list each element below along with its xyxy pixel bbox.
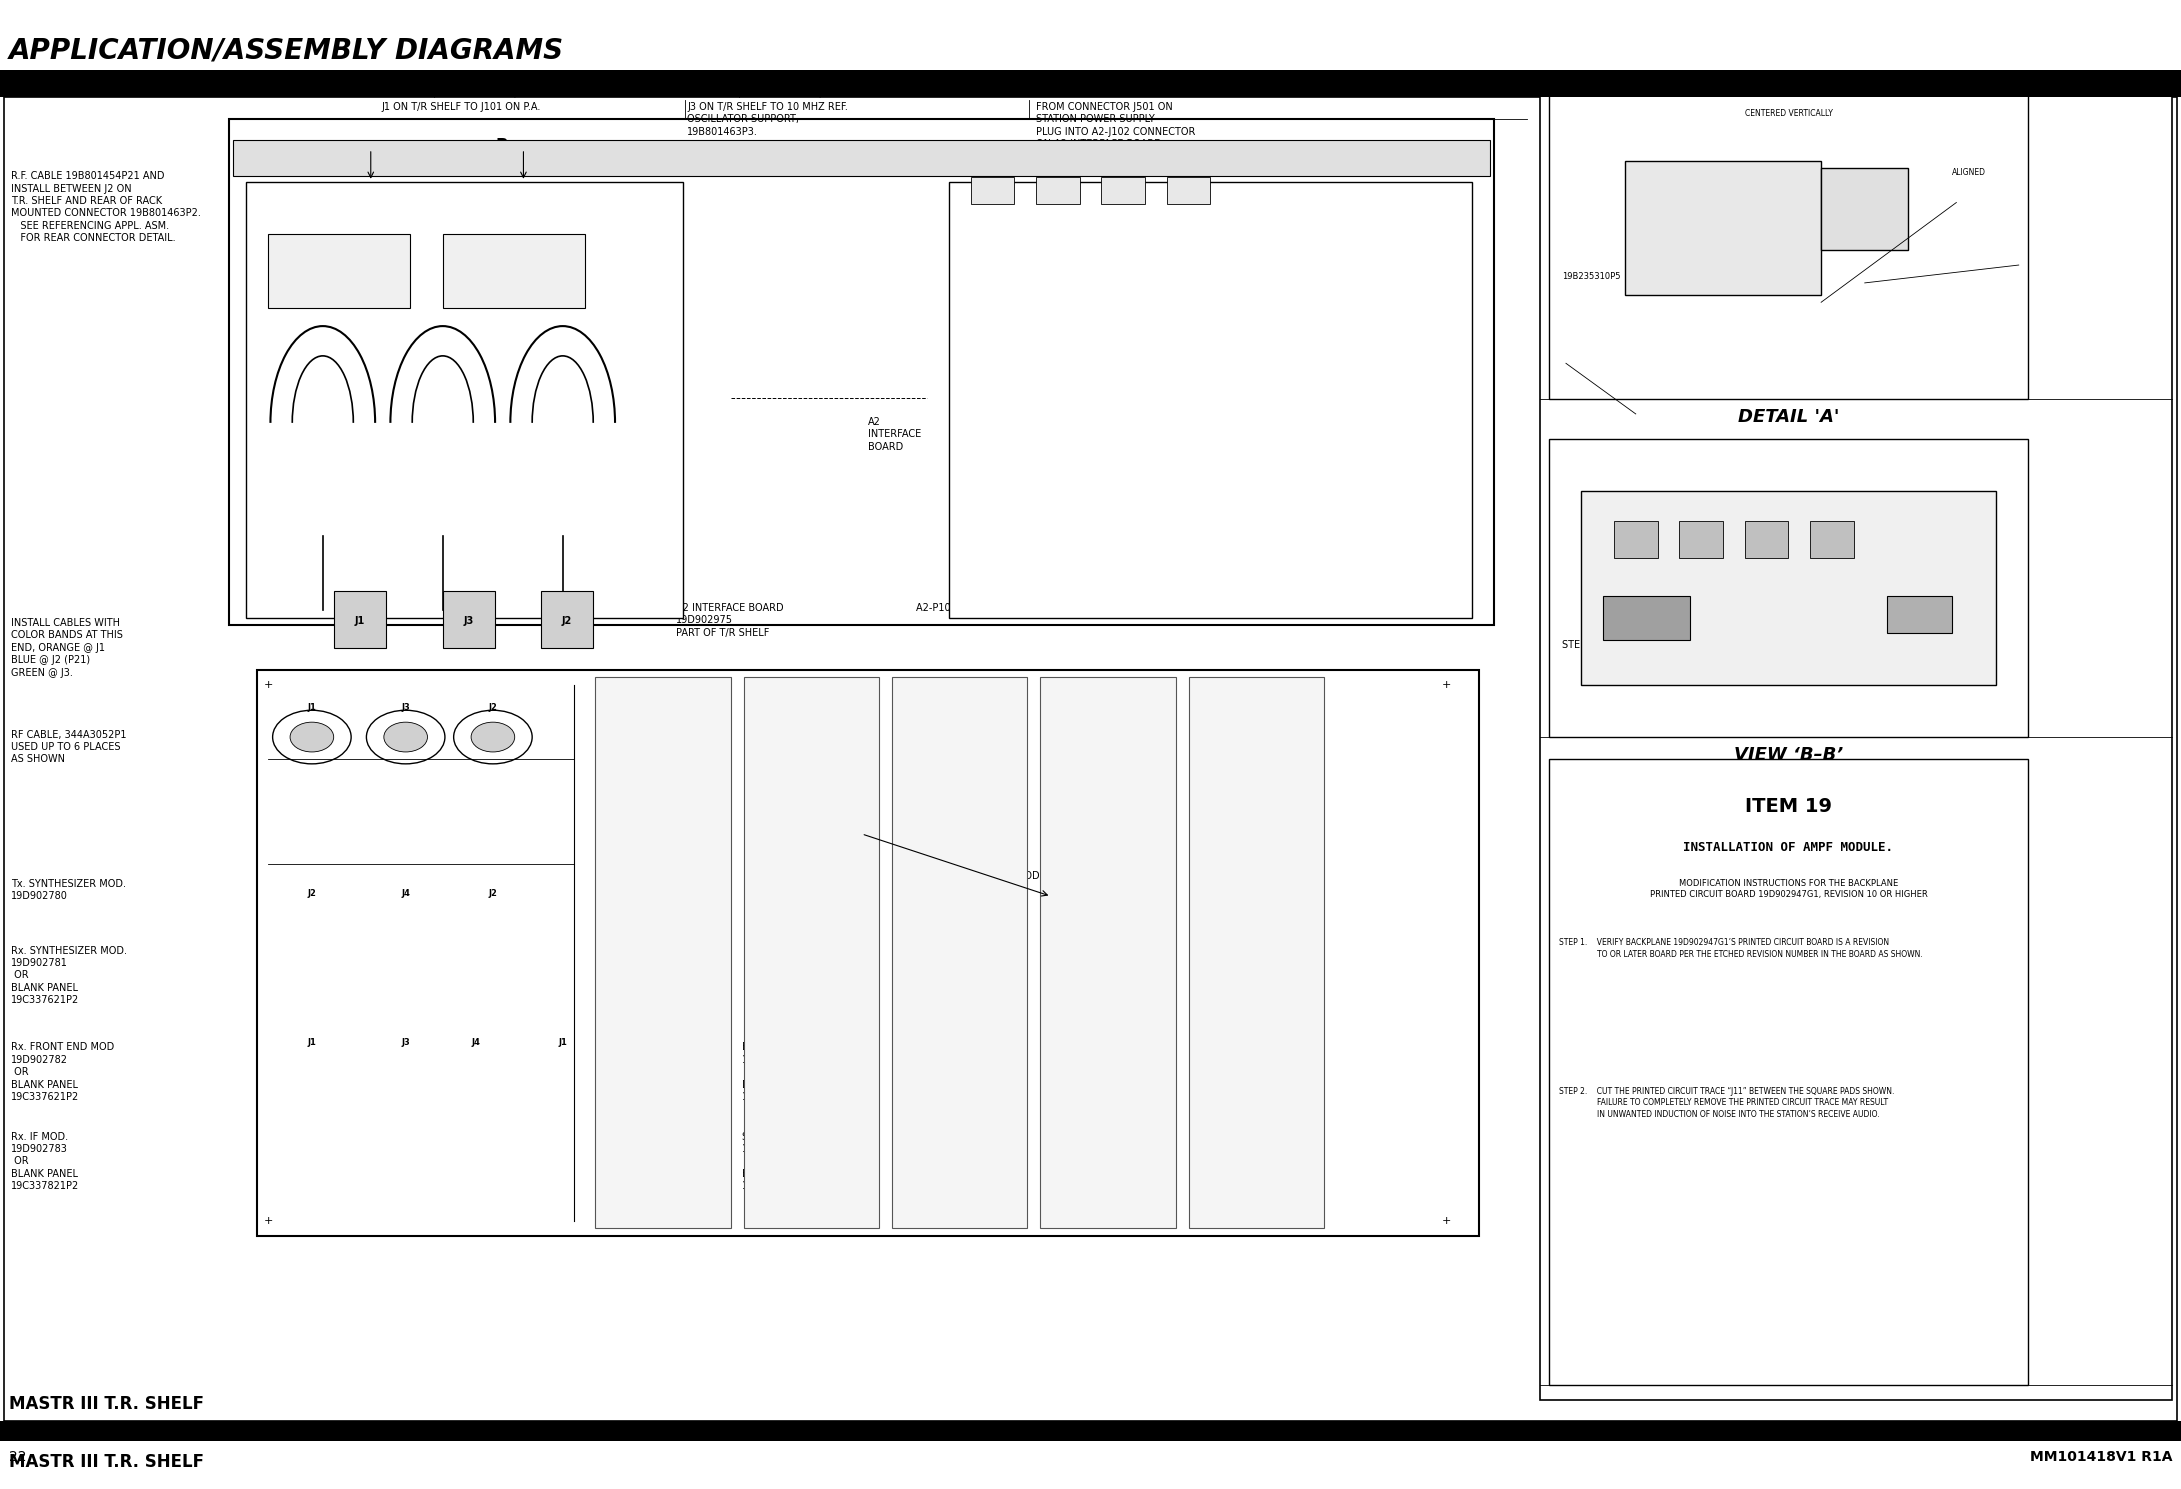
Text: SEE DETAIL 'A': SEE DETAIL 'A' [774, 834, 875, 847]
Text: A2-J101, A2-TB101 & A2-J109
TELEPHONE CONNECTIONS: A2-J101, A2-TB101 & A2-J109 TELEPHONE CO… [1036, 220, 1180, 243]
Text: STEP 1.: STEP 1. [1937, 588, 1974, 599]
Text: R.F. CABLE, 19B801454P16, FROM
J1 ON T/R SHELF TO J101 ON P.A.: R.F. CABLE, 19B801454P16, FROM J1 ON T/R… [382, 89, 547, 112]
Text: J4: J4 [401, 889, 410, 898]
Bar [257, 670, 1479, 1236]
Bar [1614, 521, 1658, 558]
Bar [1821, 168, 1908, 250]
Bar [233, 140, 1490, 176]
Text: MASTR III T.R. SHELF: MASTR III T.R. SHELF [9, 1453, 203, 1471]
Circle shape [454, 710, 532, 764]
Bar [0, 1421, 2181, 1441]
Bar [1549, 439, 2028, 737]
Text: Tx. SYNTHESIZER MOD.
19D902780: Tx. SYNTHESIZER MOD. 19D902780 [11, 879, 126, 901]
Bar [1679, 521, 1723, 558]
Bar [443, 234, 585, 308]
Bar [1745, 521, 1788, 558]
Text: VIEW ‘B–B’: VIEW ‘B–B’ [1734, 746, 1843, 764]
Bar [1625, 161, 1821, 295]
Text: A2 INTERFACE BOARD
19D902975
PART OF T/R SHELF: A2 INTERFACE BOARD 19D902975 PART OF T/R… [676, 603, 783, 637]
Text: ALIGNED: ALIGNED [1952, 168, 1987, 177]
Text: A2-P103, CONTROL CABLE
19B801739P1 TO P.A.
CONNECTOR J201: A2-P103, CONTROL CABLE 19B801739P1 TO P.… [1036, 462, 1165, 496]
Text: DETAIL 'A': DETAIL 'A' [1738, 408, 1839, 426]
Text: R.F. CABLE, 19B801454P47, FROM
J3 ON T/R SHELF TO 10 MHZ REF.
OSCILLATOR SUPPORT: R.F. CABLE, 19B801454P47, FROM J3 ON T/R… [687, 89, 853, 137]
Bar [541, 591, 593, 648]
Bar [1540, 86, 2172, 1400]
Text: R.F. CABLE 19B801454P21 AND
INSTALL BETWEEN J2 ON
T.R. SHELF AND REAR OF RACK
MO: R.F. CABLE 19B801454P21 AND INSTALL BETW… [11, 171, 201, 243]
Circle shape [384, 722, 427, 752]
Circle shape [290, 722, 334, 752]
Text: STEP 1.    VERIFY BACKPLANE 19D902947G1’S PRINTED CIRCUIT BOARD IS A REVISION
  : STEP 1. VERIFY BACKPLANE 19D902947G1’S P… [1559, 938, 1924, 959]
Text: +: + [1442, 1217, 1450, 1225]
Bar [1036, 177, 1080, 204]
Text: INSTALL CABLES WITH
COLOR BANDS AT THIS
END, ORANGE @ J1
BLUE @ J2 (P21)
GREEN @: INSTALL CABLES WITH COLOR BANDS AT THIS … [11, 618, 122, 677]
Text: 22: 22 [9, 1450, 26, 1464]
Bar [1581, 491, 1996, 685]
Text: APPLICATION/ASSEMBLY DIAGRAMS: APPLICATION/ASSEMBLY DIAGRAMS [9, 36, 565, 64]
Text: J1: J1 [308, 703, 316, 712]
Bar [268, 234, 410, 308]
Text: J4: J4 [471, 1038, 480, 1047]
Text: CENTERED VERTICALLY: CENTERED VERTICALLY [1745, 109, 1832, 118]
Text: 19B235310P5: 19B235310P5 [1562, 272, 1620, 281]
Text: MASTR III T.R. SHELF: MASTR III T.R. SHELF [9, 1395, 203, 1413]
Text: Rx. IF MOD.
19D902783
 OR
BLANK PANEL
19C337821P2: Rx. IF MOD. 19D902783 OR BLANK PANEL 19C… [11, 1132, 79, 1191]
Text: Rx. SYNTHESIZER MOD.
19D902781
 OR
BLANK PANEL
19C337621P2: Rx. SYNTHESIZER MOD. 19D902781 OR BLANK … [11, 946, 126, 1005]
Text: STEP 2.: STEP 2. [1562, 640, 1599, 651]
Text: J3: J3 [401, 703, 410, 712]
Text: BLANK PANEL
19C337621P1
 OR
AMPF MOD.
KRD 101 56/1: BLANK PANEL 19C337621P1 OR AMPF MOD. KRD… [938, 983, 1005, 1042]
Text: J1: J1 [558, 1038, 567, 1047]
Text: BLANK PANEL
19C337621P1: BLANK PANEL 19C337621P1 [938, 931, 1005, 953]
Bar [744, 677, 879, 1228]
Text: J2: J2 [308, 889, 316, 898]
Text: J1: J1 [308, 1038, 316, 1047]
Text: J3: J3 [465, 616, 473, 625]
Bar [1040, 677, 1176, 1228]
Bar [1810, 521, 1854, 558]
Text: ALTERNATE NAMEPLATE MOUNTING
IF NO CABINET: ALTERNATE NAMEPLATE MOUNTING IF NO CABIN… [1714, 441, 1863, 460]
Text: A2-P109, P.A. FAN: A2-P109, P.A. FAN [916, 603, 1001, 613]
Bar [246, 182, 683, 618]
Text: +: + [1442, 680, 1450, 689]
Bar [1101, 177, 1145, 204]
Bar [0, 70, 2181, 97]
Text: ITEM 19: ITEM 19 [1745, 797, 1832, 816]
Bar [334, 591, 386, 648]
Bar [1549, 759, 2028, 1385]
Text: BLANK PANEL
19C337621P1
 OR
DATA MOD
19D904558: BLANK PANEL 19C337621P1 OR DATA MOD 19D9… [742, 1042, 809, 1102]
Text: J2: J2 [489, 703, 497, 712]
Text: COVER 190902721P11
REQUIRES THREAD FORMING
SCREW 19A702381P508
4 PLACES: COVER 190902721P11 REQUIRES THREAD FORMI… [1036, 328, 1180, 375]
Bar [4, 97, 2177, 1421]
Bar [595, 677, 731, 1228]
Bar [949, 182, 1472, 618]
Text: J2: J2 [489, 889, 497, 898]
Text: B: B [495, 137, 508, 155]
Text: J3: J3 [401, 1038, 410, 1047]
Text: STEP 2.    CUT THE PRINTED CIRCUIT TRACE “J11” BETWEEN THE SQUARE PADS SHOWN.
  : STEP 2. CUT THE PRINTED CIRCUIT TRACE “J… [1559, 1087, 1895, 1118]
Circle shape [471, 722, 515, 752]
Bar [229, 119, 1494, 625]
Bar [892, 677, 1027, 1228]
Bar [443, 591, 495, 648]
Bar [1167, 177, 1210, 204]
Text: SYSTEM MOD.
19D902590
 OR
BLANK PANEL
19C337621P1: SYSTEM MOD. 19D902590 OR BLANK PANEL 19C… [742, 1132, 809, 1191]
Text: POWER CABLE 19B235871P1
FROM CONNECTOR J501 ON
STATION POWER SUPPLY
PLUG INTO A2: POWER CABLE 19B235871P1 FROM CONNECTOR J… [1036, 89, 1195, 149]
Text: A2
INTERFACE
BOARD: A2 INTERFACE BOARD [868, 417, 920, 451]
Text: MM101418V1 R1A: MM101418V1 R1A [2031, 1450, 2172, 1464]
Text: INSTALLATION OF AMPF MODULE.: INSTALLATION OF AMPF MODULE. [1684, 841, 1893, 855]
Circle shape [366, 710, 445, 764]
Bar [1549, 86, 2028, 399]
Bar [1603, 596, 1690, 640]
Text: MODIFICATION INSTRUCTIONS FOR THE BACKPLANE
PRINTED CIRCUIT BOARD 19D902947G1, R: MODIFICATION INSTRUCTIONS FOR THE BACKPL… [1649, 879, 1928, 898]
Text: POWER SUPPLY MOD.
19D902589: POWER SUPPLY MOD. 19D902589 [938, 871, 1043, 893]
Text: RF CABLE, 344A3052P1
USED UP TO 6 PLACES
AS SHOWN: RF CABLE, 344A3052P1 USED UP TO 6 PLACES… [11, 730, 126, 764]
Circle shape [273, 710, 351, 764]
Bar [1887, 596, 1952, 633]
Text: +: + [264, 680, 273, 689]
Text: J1: J1 [356, 616, 364, 625]
Text: Rx. FRONT END MOD
19D902782
 OR
BLANK PANEL
19C337621P2: Rx. FRONT END MOD 19D902782 OR BLANK PAN… [11, 1042, 113, 1102]
Text: J2: J2 [563, 616, 571, 625]
Bar [1189, 677, 1324, 1228]
Text: +: + [264, 1217, 273, 1225]
Text: A2-P107, TO ANTENNA RELAY: A2-P107, TO ANTENNA RELAY [1036, 283, 1180, 293]
Bar [971, 177, 1014, 204]
